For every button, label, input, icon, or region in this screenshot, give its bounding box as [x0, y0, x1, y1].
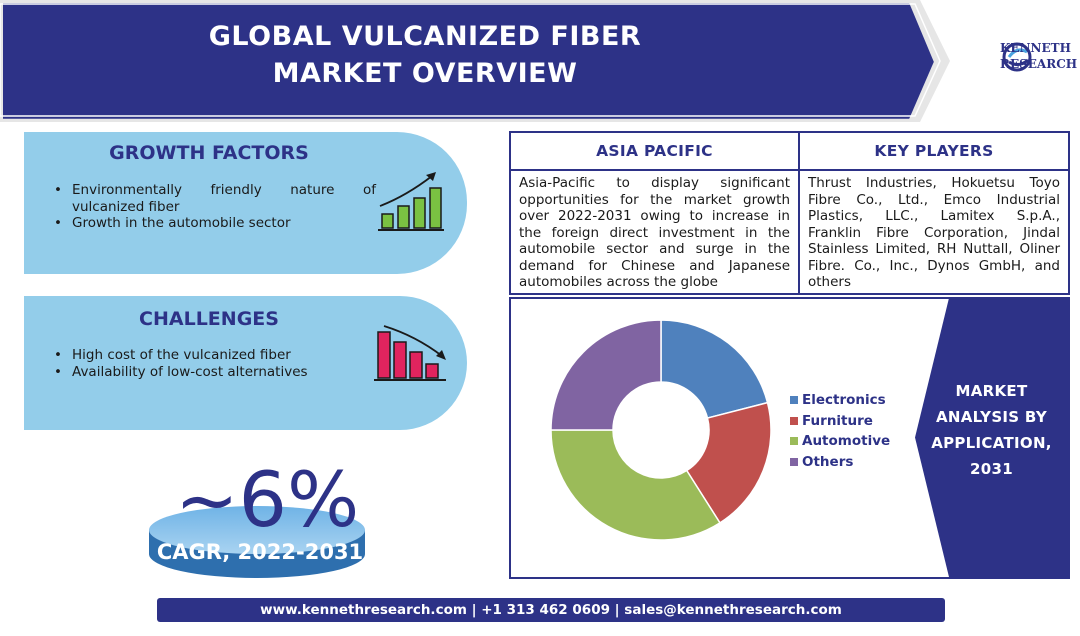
- market-label-line: APPLICATION,: [931, 434, 1052, 452]
- kenneth-research-logo-icon: [1002, 42, 1032, 72]
- cagr-pedestal: [149, 506, 365, 578]
- legend-swatch: [790, 437, 798, 446]
- legend-item: Electronics: [790, 390, 890, 411]
- asia-pacific-text: Asia-Pacific to display significant oppo…: [519, 175, 790, 290]
- donut-slice-others: [550, 319, 662, 431]
- cagr-value: ~6%: [175, 455, 360, 544]
- asia-pacific-box: ASIA PACIFIC Asia-Pacific to display sig…: [509, 131, 800, 295]
- growth-factors-panel: GROWTH FACTORS Environmentally friendly …: [24, 132, 467, 274]
- donut-slice-automotive: [550, 429, 721, 541]
- asia-pacific-title: ASIA PACIFIC: [511, 133, 798, 171]
- legend-label: Automotive: [802, 433, 891, 450]
- key-players-box: KEY PLAYERS Thrust Industries, Hokuetsu …: [798, 131, 1070, 295]
- logo-text: KENNETH RESEARCH: [1000, 40, 1080, 72]
- title-line-1: GLOBAL VULCANIZED FIBER: [208, 21, 642, 52]
- legend-swatch: [790, 457, 798, 466]
- contact-footer: www.kennethresearch.com | +1 313 462 060…: [157, 598, 945, 622]
- title-line-2: MARKET OVERVIEW: [272, 58, 578, 89]
- header-banner: [0, 0, 950, 122]
- market-analysis-label: MARKET ANALYSIS BY APPLICATION, 2031: [930, 378, 1053, 482]
- list-item: Growth in the automobile sector: [50, 215, 376, 232]
- market-label-line: MARKET: [955, 382, 1028, 400]
- key-players-text: Thrust Industries, Hokuetsu Toyo Fibre C…: [808, 175, 1060, 290]
- donut-slice-furniture: [685, 401, 772, 524]
- list-item: High cost of the vulcanized fiber: [50, 347, 376, 364]
- challenges-list: High cost of the vulcanized fiber Availa…: [50, 347, 376, 380]
- challenges-panel: CHALLENGES High cost of the vulcanized f…: [24, 296, 467, 430]
- list-item: Availability of low-cost alternatives: [50, 364, 376, 381]
- legend-swatch: [790, 396, 798, 405]
- logo-line-2: RESEARCH: [1000, 57, 1078, 71]
- market-label-line: ANALYSIS BY: [935, 408, 1048, 426]
- chart-legend: Electronics Furniture Automotive Others: [790, 390, 890, 472]
- falling-bar-chart-icon: [374, 325, 446, 381]
- legend-label: Furniture: [802, 412, 873, 429]
- logo-line-1: KENNETH: [1000, 41, 1071, 55]
- market-label-line: 2031: [970, 460, 1013, 478]
- list-item: Environmentally friendly nature of vulca…: [50, 182, 376, 215]
- market-analysis-panel: [915, 298, 1068, 577]
- page-title: GLOBAL VULCANIZED FIBER MARKET OVERVIEW: [150, 18, 700, 92]
- legend-label: Electronics: [802, 392, 886, 409]
- challenges-title: CHALLENGES: [139, 308, 279, 330]
- legend-label: Others: [802, 453, 854, 470]
- rising-bar-chart-icon: [378, 172, 444, 231]
- legend-item: Automotive: [790, 431, 890, 452]
- legend-item: Others: [790, 452, 890, 473]
- cagr-label: CAGR, 2022-2031: [156, 540, 364, 564]
- legend-swatch: [790, 416, 798, 425]
- key-players-title: KEY PLAYERS: [800, 133, 1068, 171]
- growth-factors-title: GROWTH FACTORS: [109, 142, 309, 164]
- legend-item: Furniture: [790, 411, 890, 432]
- donut-chart: [550, 319, 772, 541]
- growth-factors-list: Environmentally friendly nature of vulca…: [50, 182, 376, 232]
- donut-slice-electronics: [660, 319, 769, 419]
